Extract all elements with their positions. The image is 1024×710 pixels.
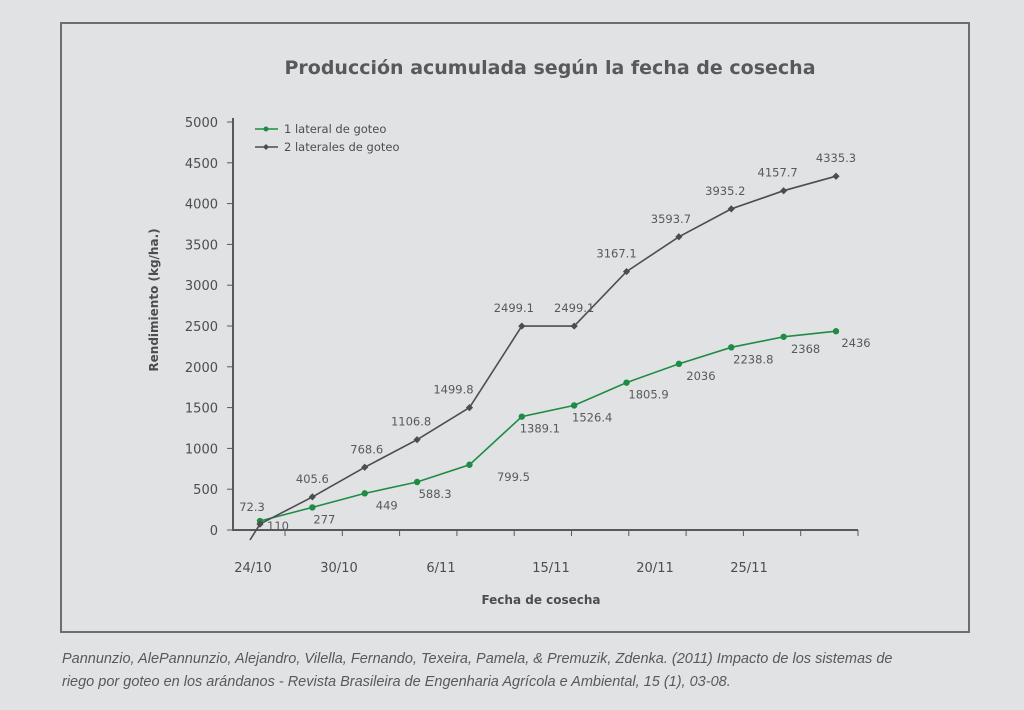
y-tick-label: 3000 <box>185 279 218 294</box>
data-point <box>361 463 369 471</box>
data-point <box>623 379 630 386</box>
data-point <box>361 490 368 497</box>
data-label: 1805.9 <box>628 388 668 402</box>
legend: 1 lateral de goteo 2 laterales de goteo <box>255 122 399 154</box>
data-point <box>309 504 316 511</box>
citation-line-2: riego por goteo en los arándanos - Revis… <box>62 674 731 690</box>
legend-marker-gray <box>263 144 269 150</box>
y-tick-label: 500 <box>193 483 218 498</box>
data-label: 1526.4 <box>572 410 612 424</box>
citation-line-1: Pannunzio, AlePannunzio, Alejandro, Vile… <box>62 651 893 667</box>
data-label: 1499.8 <box>433 383 473 397</box>
data-label: 799.5 <box>497 470 530 484</box>
series-layer: 72.3 277 449 588.3 799.5 1389.1 1526.4 1805.9 20… <box>239 151 871 541</box>
data-label: 405.6 <box>296 472 329 486</box>
data-point <box>675 233 683 241</box>
data-label: 3167.1 <box>596 247 636 261</box>
data-label: 277 <box>313 512 335 526</box>
data-label: 110 <box>267 519 289 533</box>
y-tick-label: 2500 <box>185 320 218 335</box>
y-tick-label: 2000 <box>185 361 218 376</box>
data-point <box>570 322 578 330</box>
data-point <box>727 205 735 213</box>
data-point <box>780 333 787 340</box>
legend-label: 2 laterales de goteo <box>284 140 399 154</box>
data-point <box>465 404 474 412</box>
y-tick-label: 4500 <box>185 157 218 172</box>
data-point <box>622 267 631 276</box>
chart: Producción acumulada según la fecha de c… <box>147 57 871 607</box>
x-tick-label: 6/11 <box>426 561 455 576</box>
data-label: 72.3 <box>239 500 265 514</box>
x-tick-label: 20/11 <box>636 561 673 576</box>
data-point <box>675 360 683 368</box>
chart-title: Producción acumulada según la fecha de c… <box>284 57 815 79</box>
data-point <box>413 478 421 486</box>
data-point <box>518 322 526 330</box>
data-point <box>570 402 578 409</box>
legend-label: 1 lateral de goteo <box>284 122 386 136</box>
y-axis: 0 500 1000 1500 2000 2500 3000 3500 4000 4500 5000 <box>185 116 234 539</box>
legend-item-1-lateral: 1 lateral de goteo <box>255 122 386 136</box>
data-point <box>256 520 264 528</box>
data-label: 3593.7 <box>651 212 691 226</box>
data-point <box>413 436 421 444</box>
series-1-lateral: 72.3 277 449 588.3 799.5 1389.1 1526.4 1805.9 20… <box>239 328 871 526</box>
data-label: 588.3 <box>419 487 452 501</box>
y-tick-label: 0 <box>210 524 218 539</box>
data-label: 2238.8 <box>733 352 773 366</box>
data-point <box>832 328 840 335</box>
data-label: 1389.1 <box>520 422 560 436</box>
y-axis-title: Rendimiento (kg/ha.) <box>147 228 161 371</box>
data-label: 2436 <box>841 336 870 350</box>
data-point <box>832 172 840 180</box>
legend-item-2-laterales: 2 laterales de goteo <box>255 140 399 154</box>
data-label: 2499.1 <box>494 301 534 315</box>
y-tick-label: 5000 <box>185 116 218 131</box>
data-label: 2499.1 <box>554 301 594 315</box>
data-label: 768.6 <box>350 442 383 456</box>
data-label: 4335.3 <box>816 151 856 165</box>
series-line <box>259 330 837 522</box>
x-axis: 24/10 30/10 6/11 15/11 20/11 25/11 <box>233 529 859 576</box>
citation: Pannunzio, AlePannunzio, Alejandro, Vile… <box>62 648 992 694</box>
y-tick-label: 1000 <box>185 442 218 457</box>
y-tick-label: 3500 <box>185 238 218 253</box>
x-axis-title: Fecha de cosecha <box>481 593 600 607</box>
data-point <box>466 461 473 468</box>
data-point <box>308 493 316 501</box>
data-label: 1106.8 <box>391 415 431 429</box>
y-tick-label: 1500 <box>185 402 218 417</box>
data-label: 2368 <box>791 342 820 356</box>
data-point <box>728 344 735 351</box>
data-label: 4157.7 <box>758 166 798 180</box>
legend-marker-green <box>263 126 269 132</box>
series-2-laterales: 110 405.6 768.6 1106.8 1499.8 2499.1 2499.1 316… <box>249 151 856 541</box>
y-tick-label: 4000 <box>185 198 218 213</box>
x-tick-label: 15/11 <box>532 561 569 576</box>
x-tick-label: 30/10 <box>320 561 357 576</box>
x-tick-label: 24/10 <box>234 561 271 576</box>
data-point <box>518 413 526 420</box>
data-label: 3935.2 <box>705 184 745 198</box>
data-label: 449 <box>376 498 398 512</box>
x-tick-label: 25/11 <box>730 561 767 576</box>
data-point <box>780 187 788 195</box>
data-label: 2036 <box>686 369 715 383</box>
chart-frame <box>60 22 970 633</box>
